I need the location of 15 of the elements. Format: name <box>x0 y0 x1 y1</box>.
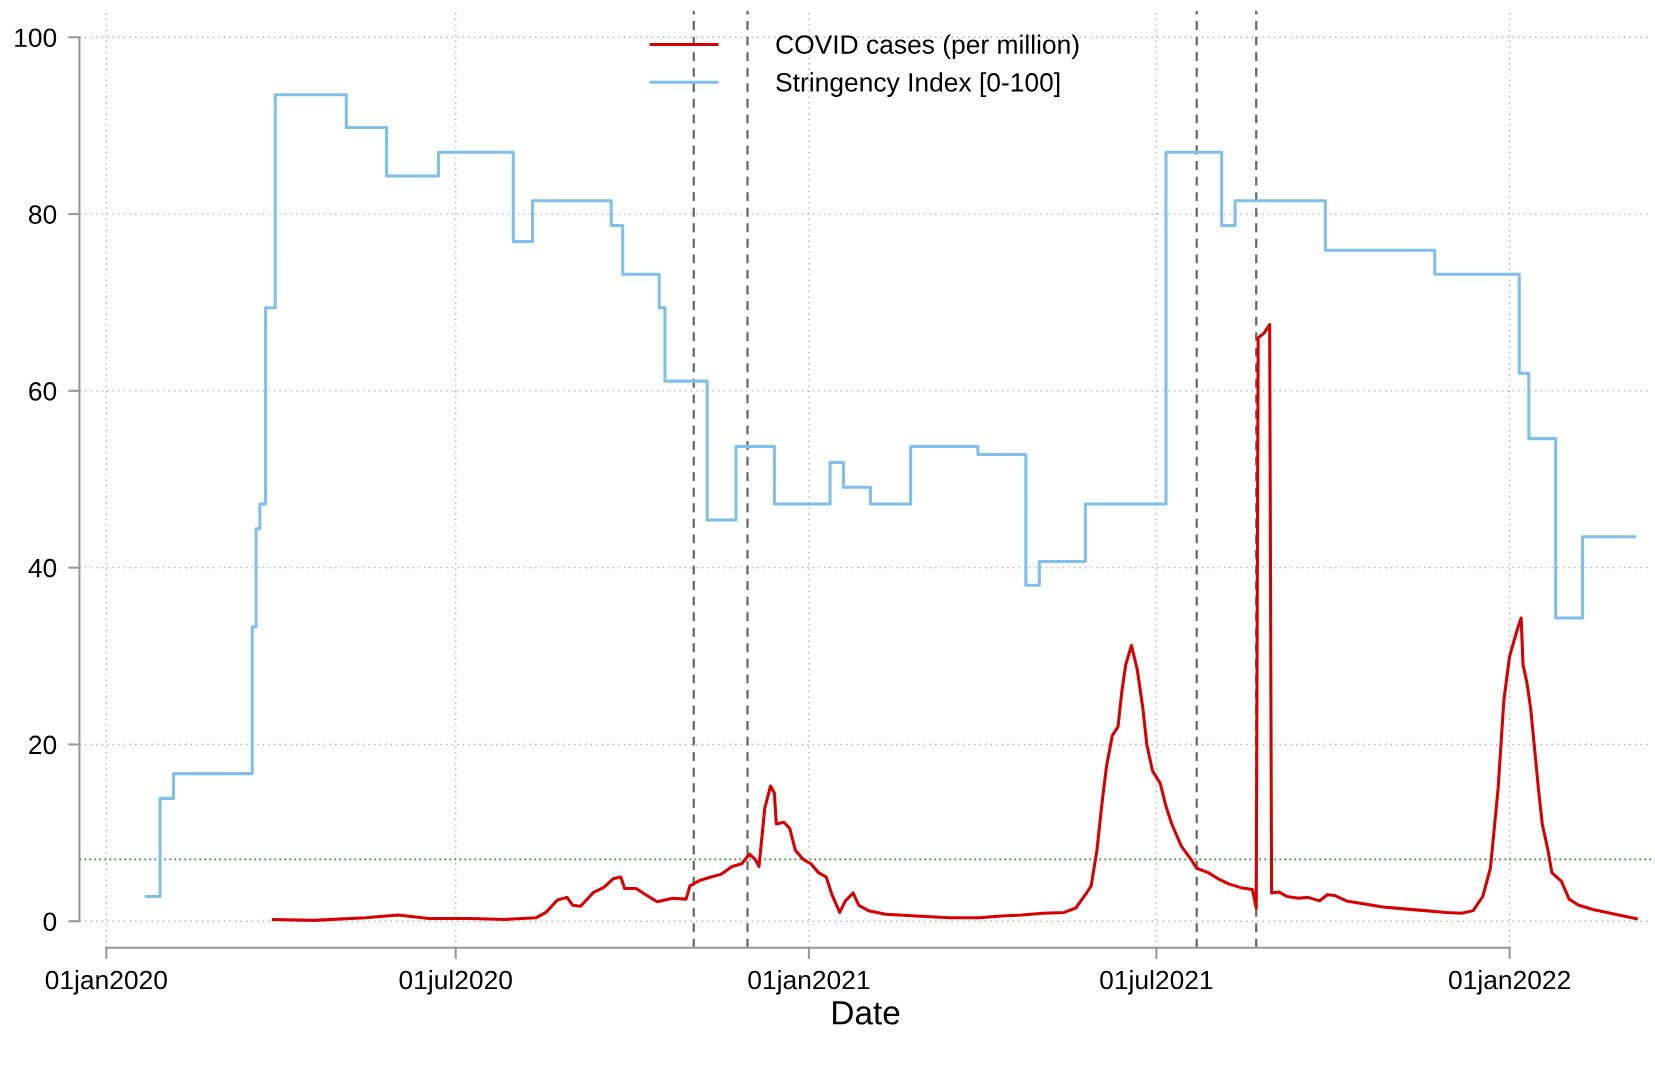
x-tick-label: 01jan2021 <box>748 969 870 995</box>
x-tick-label: 01jan2020 <box>45 969 167 995</box>
y-tick-label: 20 <box>29 735 57 755</box>
y-tick-label: 60 <box>29 382 57 401</box>
y-tick-label: 80 <box>29 205 57 224</box>
y-tick-label: 0 <box>43 912 57 932</box>
legend-label: Stringency Index [0-100] <box>776 72 1060 97</box>
x-tick-label: 01jul2020 <box>399 969 512 995</box>
x-tick-label: 01jul2021 <box>1100 969 1213 995</box>
y-tick-label: 100 <box>15 28 57 48</box>
x-tick-label: 01jan2022 <box>1449 969 1570 995</box>
x-axis-title: Date <box>833 1001 900 1025</box>
line-series <box>271 323 1638 922</box>
y-tick-label: 40 <box>28 558 57 578</box>
legend-label: COVID cases (per million) <box>776 34 1079 60</box>
